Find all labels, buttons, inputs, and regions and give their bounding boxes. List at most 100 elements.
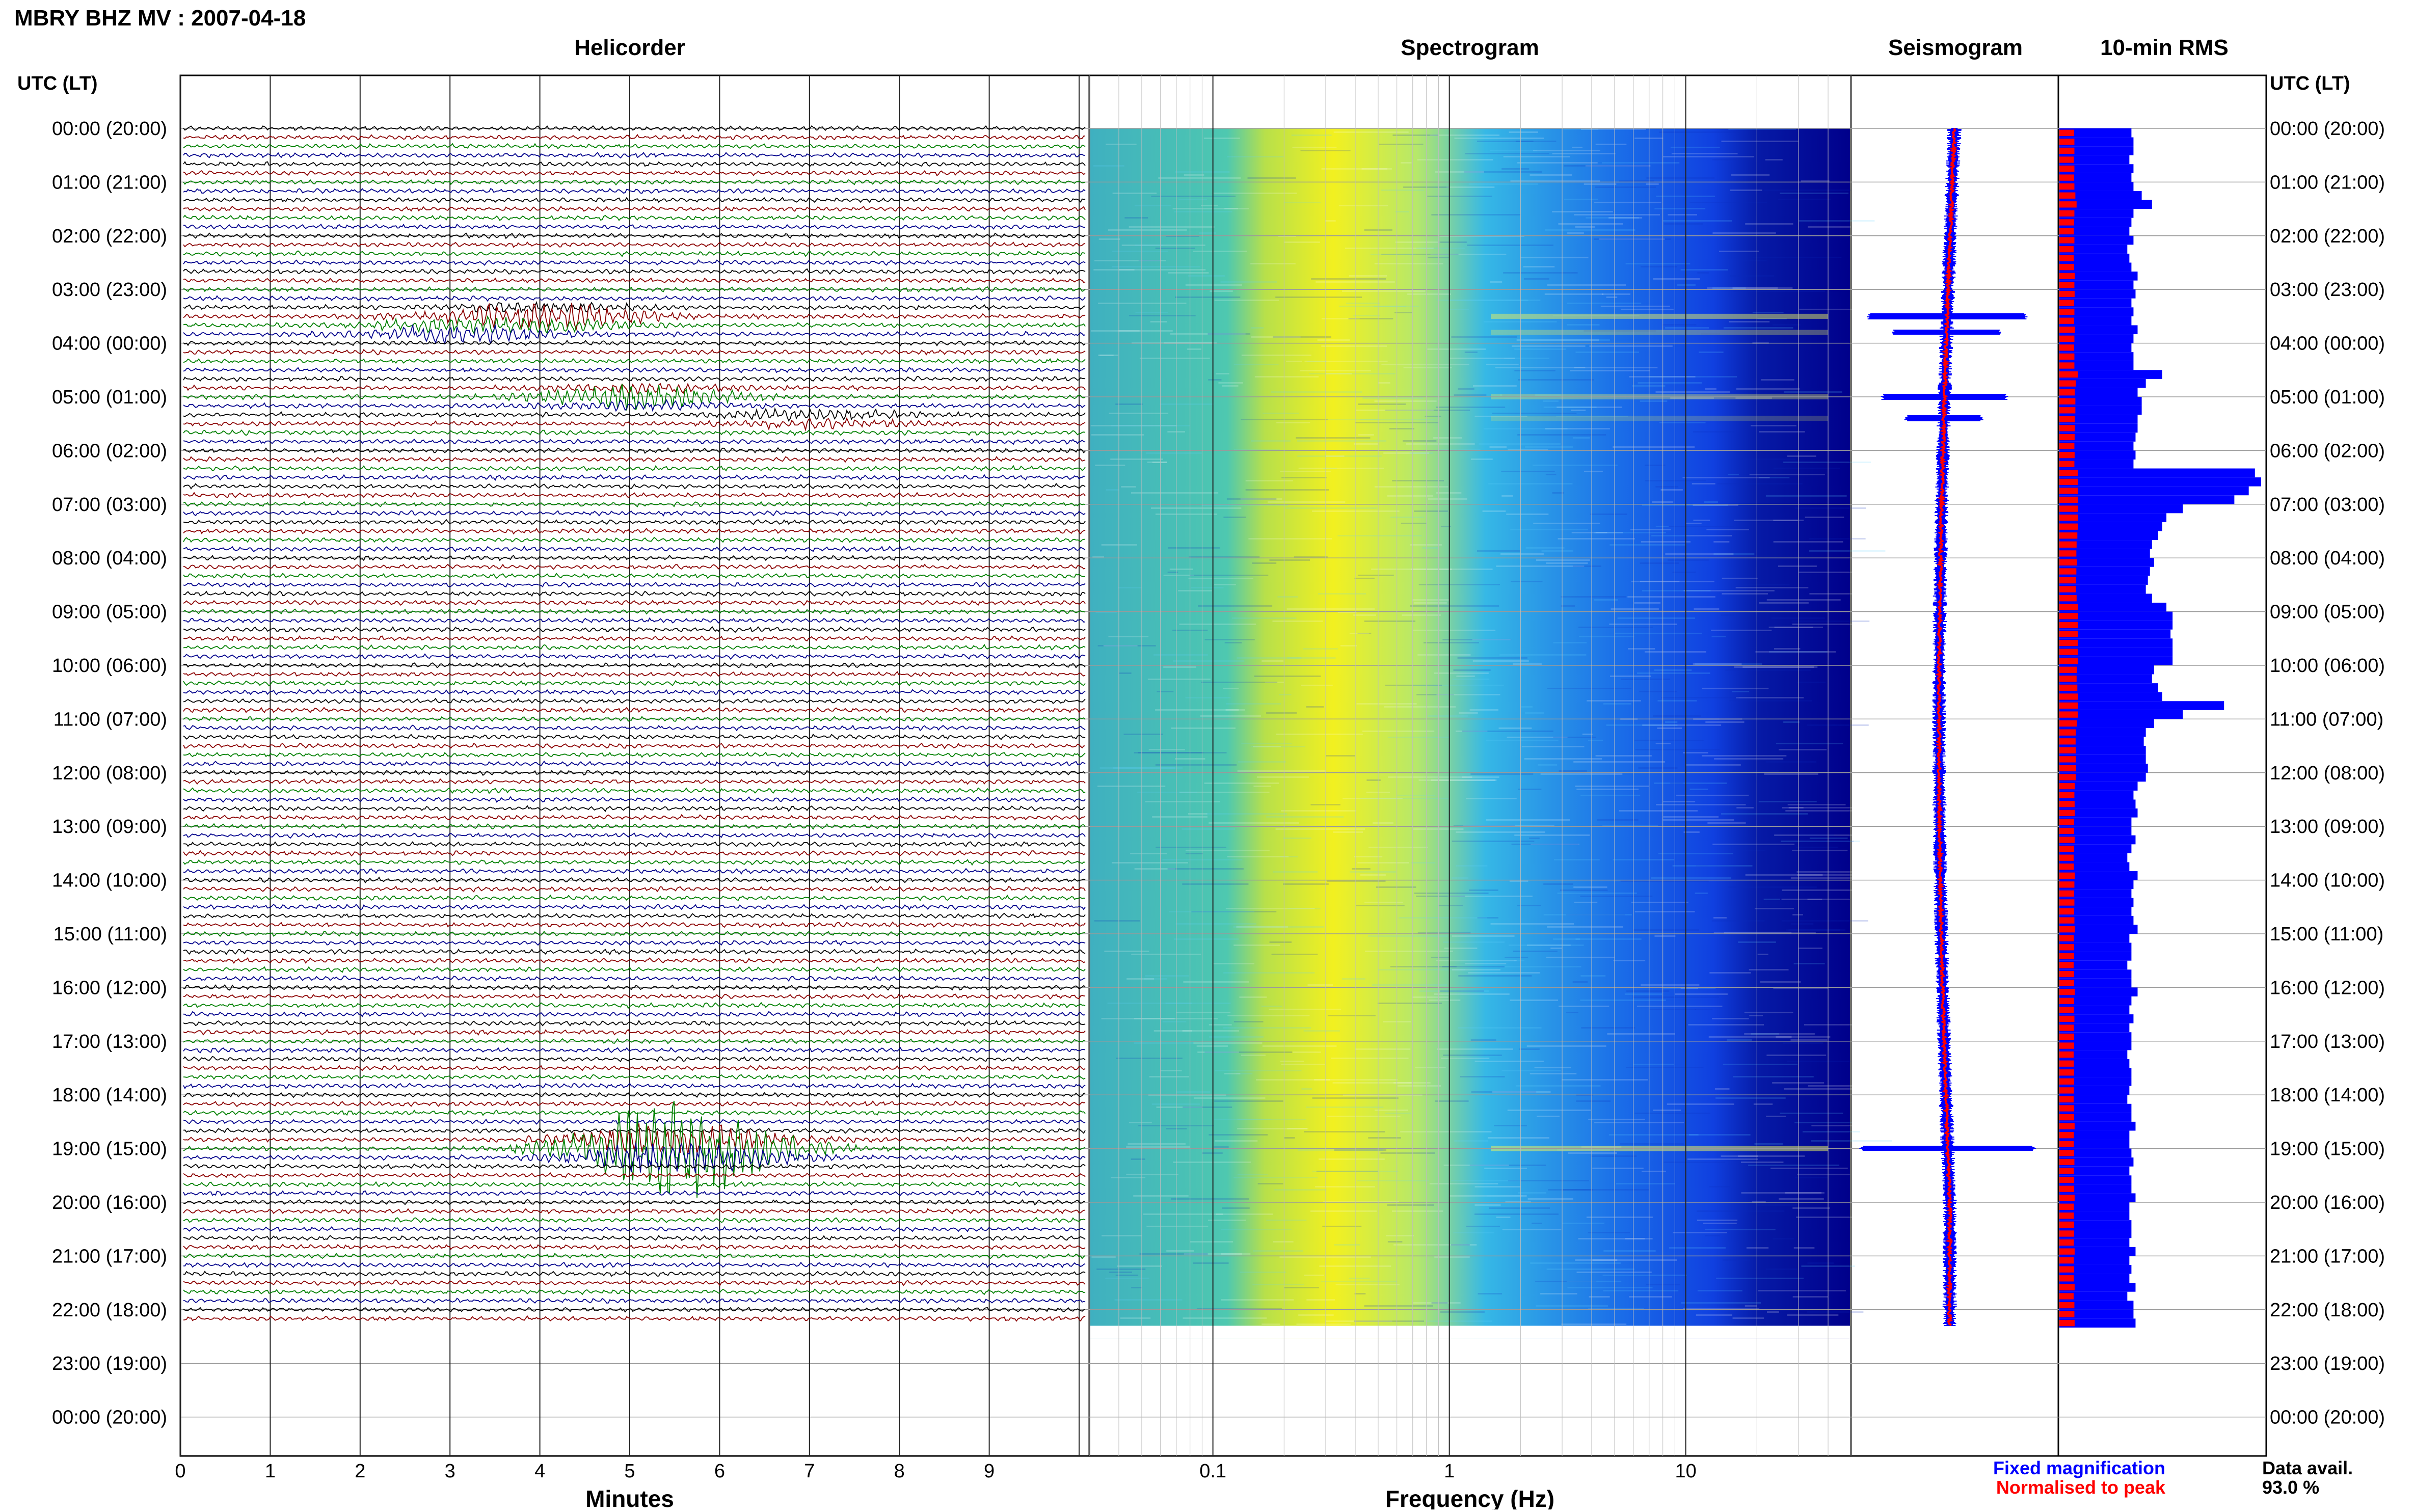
spec-streak bbox=[1543, 914, 1632, 915]
spec-streak bbox=[1116, 1058, 1183, 1059]
rms-bar-normalised bbox=[2059, 622, 2078, 629]
spec-streak bbox=[1460, 1076, 1505, 1077]
spec-streak bbox=[1714, 758, 1784, 760]
spec-streak bbox=[1441, 1058, 1490, 1059]
spec-streak bbox=[1571, 410, 1586, 411]
spec-streak bbox=[1714, 1088, 1730, 1090]
spec-streak bbox=[1787, 455, 1816, 457]
helicorder-trace bbox=[183, 1261, 1086, 1268]
spec-streak bbox=[1606, 296, 1618, 298]
rms-bar-normalised bbox=[2059, 156, 2074, 163]
spec-streak bbox=[1807, 1262, 1834, 1264]
spec-streak bbox=[1560, 889, 1608, 891]
spec-streak bbox=[1185, 850, 1270, 851]
spec-streak bbox=[1751, 1033, 1780, 1035]
spec-streak bbox=[1670, 397, 1714, 399]
rms-bar-normalised bbox=[2059, 219, 2074, 226]
spec-streak bbox=[1580, 795, 1641, 796]
helicorder-trace bbox=[183, 1056, 1086, 1062]
spec-streak bbox=[1112, 193, 1157, 194]
helicorder-trace bbox=[183, 653, 1086, 660]
rms-bar-normalised bbox=[2059, 139, 2075, 145]
figure-title: MBRY BHZ MV : 2007-04-18 bbox=[14, 6, 306, 31]
hour-label-left: 07:00 (03:00) bbox=[52, 494, 167, 516]
spec-streak bbox=[1209, 1036, 1264, 1038]
spec-streak bbox=[1808, 1085, 1874, 1087]
spec-streak bbox=[1387, 495, 1434, 497]
spec-streak bbox=[1357, 1180, 1429, 1181]
rms-bar-normalised bbox=[2059, 452, 2075, 458]
spec-streak bbox=[1191, 587, 1224, 588]
spec-streak bbox=[1392, 480, 1444, 481]
helicorder-trace bbox=[183, 492, 1086, 499]
spec-streak bbox=[1701, 333, 1720, 335]
rms-bar-normalised bbox=[2059, 1248, 2075, 1255]
spec-streak bbox=[1567, 324, 1600, 326]
spec-streak bbox=[1394, 312, 1412, 313]
spec-streak bbox=[1443, 1165, 1509, 1166]
spec-streak bbox=[1343, 798, 1403, 799]
spec-streak bbox=[1705, 1229, 1776, 1230]
spec-streak bbox=[1651, 877, 1732, 879]
spec-streak bbox=[1143, 1213, 1223, 1215]
spec-streak bbox=[1809, 838, 1848, 839]
spec-streak bbox=[1437, 449, 1481, 451]
spec-streak bbox=[1193, 1097, 1266, 1099]
spec-streak bbox=[1187, 348, 1201, 350]
spec-streak bbox=[1615, 633, 1702, 634]
spec-streak bbox=[1197, 1051, 1239, 1053]
spec-streak bbox=[1713, 553, 1755, 555]
spec-streak bbox=[1183, 1317, 1267, 1319]
spec-streak bbox=[1451, 1180, 1521, 1181]
spec-streak bbox=[1519, 1048, 1540, 1050]
spec-streak bbox=[1354, 443, 1379, 445]
spec-streak bbox=[1115, 1275, 1138, 1276]
spec-streak bbox=[1459, 712, 1478, 714]
spec-streak bbox=[1146, 1226, 1209, 1227]
helicorder-trace bbox=[183, 876, 1086, 884]
minute-tick-label: 8 bbox=[894, 1461, 905, 1482]
spec-streak bbox=[1503, 272, 1578, 274]
rms-bar-fixed bbox=[2059, 576, 2148, 585]
spec-streak bbox=[1370, 254, 1416, 255]
spec-streak bbox=[1209, 1024, 1232, 1025]
spec-event-band bbox=[1491, 330, 1829, 335]
helicorder-trace bbox=[183, 250, 1086, 257]
helicorder-trace bbox=[183, 315, 1086, 335]
rms-bar-fixed bbox=[2059, 1041, 2132, 1050]
spec-streak bbox=[1559, 770, 1587, 772]
spec-streak bbox=[1458, 388, 1474, 390]
spec-streak bbox=[1663, 1162, 1725, 1163]
spec-streak bbox=[1265, 682, 1284, 683]
rms-bar-normalised bbox=[2059, 228, 2074, 235]
spec-streak bbox=[1358, 403, 1406, 405]
spec-streak bbox=[1191, 911, 1277, 912]
utc-label-left: UTC (LT) bbox=[17, 73, 98, 94]
spec-streak bbox=[1362, 397, 1424, 399]
spec-streak bbox=[1651, 535, 1686, 536]
spec-streak bbox=[1210, 290, 1233, 292]
rms-bar-fixed bbox=[2059, 370, 2162, 379]
spec-streak bbox=[1617, 617, 1696, 619]
spec-streak bbox=[1782, 889, 1866, 891]
spec-streak bbox=[1496, 1217, 1511, 1218]
spec-streak bbox=[1470, 1039, 1496, 1041]
rms-bar-fixed bbox=[2059, 647, 2173, 657]
spec-streak bbox=[1634, 602, 1661, 604]
spec-event-band bbox=[1491, 313, 1829, 319]
spec-streak bbox=[1697, 1220, 1738, 1221]
helicorder-trace bbox=[183, 1208, 1086, 1215]
spec-streak bbox=[1137, 792, 1198, 793]
spec-streak bbox=[1808, 226, 1851, 228]
spec-streak bbox=[1144, 978, 1167, 980]
helicorder-trace bbox=[183, 214, 1086, 222]
spec-streak bbox=[1787, 1314, 1839, 1316]
spec-streak bbox=[1629, 1296, 1673, 1298]
spec-streak bbox=[1552, 492, 1564, 494]
spec-streak bbox=[1148, 749, 1185, 750]
spec-streak bbox=[1530, 1073, 1577, 1074]
rms-bar-fixed bbox=[2059, 566, 2150, 576]
spec-streak bbox=[1675, 993, 1728, 995]
spec-streak bbox=[1645, 651, 1706, 653]
spec-streak bbox=[1620, 880, 1709, 882]
